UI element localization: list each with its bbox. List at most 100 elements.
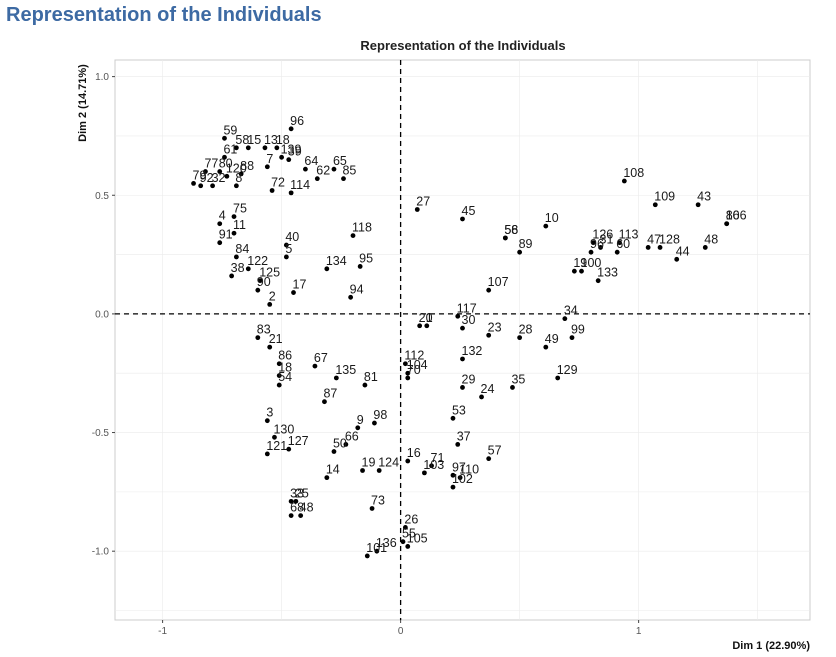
data-point bbox=[322, 399, 327, 405]
data-point bbox=[621, 178, 627, 184]
x-tick-label: 0 bbox=[398, 626, 404, 637]
y-tick-label: 1.0 bbox=[95, 72, 109, 83]
data-point bbox=[374, 548, 380, 554]
data-point-label: 54 bbox=[278, 370, 292, 384]
plot-panel bbox=[114, 59, 811, 621]
data-point bbox=[555, 375, 561, 381]
data-point bbox=[460, 216, 465, 222]
data-point-label: 31 bbox=[600, 232, 614, 246]
data-point-label: 96 bbox=[590, 237, 604, 251]
data-point bbox=[402, 525, 408, 530]
data-point bbox=[414, 207, 420, 212]
data-point bbox=[286, 446, 292, 452]
data-point bbox=[203, 169, 208, 174]
data-point bbox=[233, 145, 239, 151]
data-point-label: 134 bbox=[326, 254, 347, 268]
data-point-label: 48 bbox=[704, 232, 718, 246]
data-point bbox=[502, 235, 508, 241]
data-point-label: 95 bbox=[359, 251, 373, 265]
data-point bbox=[303, 166, 308, 172]
data-point bbox=[562, 316, 568, 322]
data-point bbox=[455, 442, 461, 447]
data-point-label: 60 bbox=[616, 237, 630, 251]
data-point bbox=[264, 164, 270, 170]
data-point bbox=[291, 290, 296, 295]
data-point bbox=[614, 249, 620, 255]
data-point-label: 35 bbox=[511, 372, 525, 386]
data-point-label: 112 bbox=[404, 349, 424, 363]
data-point bbox=[222, 135, 227, 141]
data-point bbox=[283, 242, 289, 248]
data-point bbox=[372, 420, 377, 426]
data-point bbox=[450, 415, 456, 421]
data-point bbox=[517, 249, 523, 255]
data-point-label: 84 bbox=[235, 242, 249, 256]
data-point bbox=[364, 553, 370, 559]
data-point-label: 100 bbox=[581, 256, 602, 270]
data-point bbox=[267, 344, 273, 350]
data-point bbox=[217, 221, 223, 227]
data-point-label: 15 bbox=[247, 133, 261, 147]
data-point bbox=[245, 145, 251, 151]
data-point-label: 118 bbox=[352, 221, 372, 235]
data-point-label: 121 bbox=[266, 439, 287, 453]
data-point-label: 88 bbox=[240, 159, 254, 173]
data-point-label: 136 bbox=[376, 536, 397, 550]
page-heading: Representation of the Individuals bbox=[6, 4, 322, 26]
data-point-label: 102 bbox=[452, 472, 473, 486]
data-point-label: 127 bbox=[288, 434, 309, 448]
data-point-label: 114 bbox=[290, 178, 310, 192]
data-point bbox=[702, 245, 708, 250]
data-point bbox=[267, 302, 273, 307]
data-point bbox=[543, 344, 549, 350]
data-point bbox=[264, 418, 270, 424]
data-point-label: 16 bbox=[407, 446, 421, 460]
data-point-label: 98 bbox=[373, 408, 387, 422]
data-point bbox=[276, 382, 282, 388]
data-point bbox=[645, 245, 651, 250]
data-point-label: 8 bbox=[235, 171, 242, 185]
data-point bbox=[233, 254, 239, 260]
data-point bbox=[486, 456, 492, 462]
data-point-label: 96 bbox=[290, 114, 304, 128]
data-point bbox=[450, 472, 456, 478]
chart-title: Representation of the Individuals bbox=[360, 38, 565, 53]
data-point-label: 113 bbox=[619, 228, 639, 242]
data-point-label: 139 bbox=[281, 142, 302, 156]
data-point-label: 7 bbox=[266, 152, 273, 166]
data-point-label: 18 bbox=[276, 133, 290, 147]
data-point bbox=[331, 166, 337, 172]
data-point-label: 50 bbox=[333, 437, 347, 451]
data-point bbox=[417, 323, 423, 329]
data-point-label: 57 bbox=[488, 444, 502, 458]
data-point-label: 39 bbox=[288, 145, 302, 159]
data-point bbox=[617, 240, 622, 246]
data-point bbox=[450, 484, 456, 490]
data-point bbox=[298, 513, 304, 518]
data-point bbox=[360, 468, 365, 473]
data-point bbox=[405, 375, 411, 381]
data-point bbox=[460, 385, 465, 390]
data-point bbox=[274, 145, 280, 151]
data-point bbox=[569, 335, 575, 341]
data-point-label: 101 bbox=[366, 541, 387, 555]
data-point bbox=[264, 451, 270, 457]
data-point-label: 19 bbox=[362, 456, 376, 470]
y-tick-label: 0.5 bbox=[95, 191, 109, 202]
data-point bbox=[312, 363, 318, 369]
data-point-label: 109 bbox=[654, 190, 675, 204]
data-point-label: 91 bbox=[219, 228, 233, 242]
data-point-label: 77 bbox=[204, 157, 218, 171]
data-point-label: 87 bbox=[323, 387, 337, 401]
data-point-label: 64 bbox=[304, 154, 318, 168]
data-point bbox=[286, 157, 292, 163]
data-point-label: 21 bbox=[269, 332, 283, 346]
data-point bbox=[657, 245, 663, 250]
data-point-label: 75 bbox=[233, 202, 247, 216]
data-point bbox=[269, 188, 275, 193]
data-point-label: 94 bbox=[350, 282, 364, 296]
data-point bbox=[724, 221, 730, 227]
data-point-label: 65 bbox=[333, 154, 347, 168]
data-point bbox=[350, 233, 356, 238]
y-tick-label: -0.5 bbox=[92, 428, 110, 439]
